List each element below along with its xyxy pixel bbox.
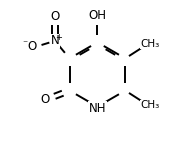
Text: OH: OH xyxy=(88,9,106,22)
Text: N: N xyxy=(51,34,59,47)
Text: +: + xyxy=(56,33,63,42)
Text: CH₃: CH₃ xyxy=(140,100,160,110)
Text: NH: NH xyxy=(89,102,106,115)
Text: CH₃: CH₃ xyxy=(140,39,160,49)
Text: O: O xyxy=(27,40,36,53)
Text: O: O xyxy=(50,10,60,22)
Text: O: O xyxy=(41,93,50,106)
Text: ⁻: ⁻ xyxy=(22,39,28,49)
